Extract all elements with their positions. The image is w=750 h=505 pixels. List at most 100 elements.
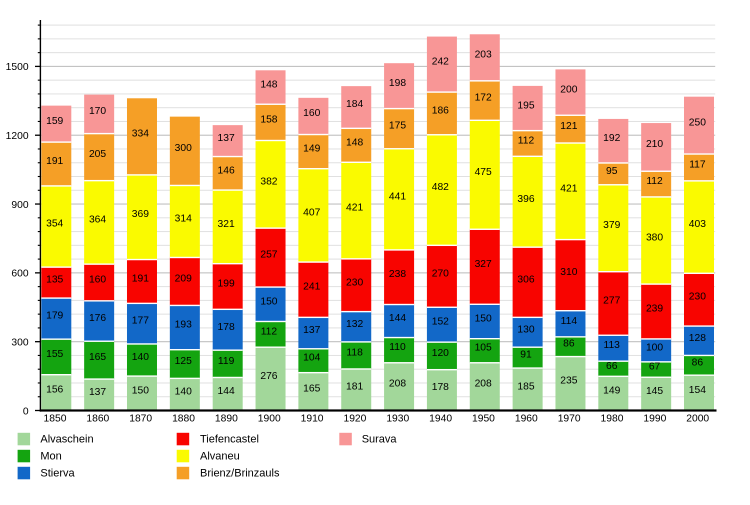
svg-text:205: 205 bbox=[89, 149, 106, 160]
svg-text:1990: 1990 bbox=[643, 413, 666, 424]
svg-text:156: 156 bbox=[46, 385, 63, 396]
svg-text:144: 144 bbox=[217, 386, 234, 397]
svg-text:300: 300 bbox=[11, 337, 28, 348]
svg-text:230: 230 bbox=[689, 292, 706, 303]
svg-text:140: 140 bbox=[132, 352, 149, 363]
svg-text:230: 230 bbox=[346, 277, 363, 288]
svg-text:208: 208 bbox=[389, 379, 406, 390]
svg-text:250: 250 bbox=[689, 117, 706, 128]
svg-text:276: 276 bbox=[260, 371, 277, 382]
svg-text:150: 150 bbox=[475, 313, 492, 324]
svg-text:155: 155 bbox=[46, 349, 63, 360]
svg-text:67: 67 bbox=[649, 362, 661, 373]
svg-text:1500: 1500 bbox=[6, 62, 29, 73]
svg-text:257: 257 bbox=[260, 250, 277, 261]
svg-text:600: 600 bbox=[11, 269, 28, 280]
svg-text:104: 104 bbox=[303, 353, 320, 364]
svg-text:1950: 1950 bbox=[472, 413, 495, 424]
svg-text:198: 198 bbox=[389, 78, 406, 89]
svg-text:132: 132 bbox=[346, 319, 363, 330]
svg-text:310: 310 bbox=[560, 267, 577, 278]
svg-text:239: 239 bbox=[646, 304, 663, 315]
svg-text:105: 105 bbox=[475, 343, 492, 354]
svg-text:112: 112 bbox=[646, 176, 663, 187]
svg-text:128: 128 bbox=[689, 333, 706, 344]
svg-text:380: 380 bbox=[646, 233, 663, 244]
svg-text:1980: 1980 bbox=[601, 413, 624, 424]
svg-text:235: 235 bbox=[560, 376, 577, 387]
svg-text:95: 95 bbox=[606, 166, 618, 177]
svg-text:119: 119 bbox=[218, 356, 235, 367]
svg-text:Mon: Mon bbox=[40, 451, 61, 463]
svg-text:146: 146 bbox=[217, 165, 234, 176]
svg-text:421: 421 bbox=[346, 203, 363, 214]
svg-text:Surava: Surava bbox=[362, 434, 398, 446]
svg-text:121: 121 bbox=[560, 121, 577, 132]
svg-text:137: 137 bbox=[89, 387, 106, 398]
svg-text:238: 238 bbox=[389, 269, 406, 280]
svg-text:66: 66 bbox=[606, 361, 618, 372]
svg-text:137: 137 bbox=[217, 133, 234, 144]
svg-text:1870: 1870 bbox=[129, 413, 152, 424]
svg-text:354: 354 bbox=[46, 219, 63, 230]
svg-text:208: 208 bbox=[475, 379, 492, 390]
svg-text:327: 327 bbox=[475, 259, 492, 270]
svg-text:140: 140 bbox=[175, 386, 192, 397]
svg-text:118: 118 bbox=[346, 347, 363, 358]
svg-text:177: 177 bbox=[132, 316, 149, 327]
svg-text:396: 396 bbox=[517, 194, 534, 205]
svg-text:110: 110 bbox=[389, 342, 406, 353]
svg-text:135: 135 bbox=[46, 275, 63, 286]
svg-text:160: 160 bbox=[89, 274, 106, 285]
svg-text:Brienz/Brinzauls: Brienz/Brinzauls bbox=[200, 468, 280, 480]
svg-text:1880: 1880 bbox=[172, 413, 195, 424]
svg-text:277: 277 bbox=[603, 295, 620, 306]
svg-text:178: 178 bbox=[217, 322, 234, 333]
svg-text:1860: 1860 bbox=[86, 413, 109, 424]
svg-text:421: 421 bbox=[560, 183, 577, 194]
svg-text:Tiefencastel: Tiefencastel bbox=[200, 434, 259, 446]
svg-text:165: 165 bbox=[303, 384, 320, 395]
svg-text:191: 191 bbox=[132, 273, 149, 284]
svg-text:1910: 1910 bbox=[301, 413, 324, 424]
svg-text:148: 148 bbox=[346, 137, 363, 148]
svg-text:112: 112 bbox=[518, 135, 535, 146]
svg-text:203: 203 bbox=[475, 50, 492, 61]
svg-text:200: 200 bbox=[560, 84, 577, 95]
svg-text:1970: 1970 bbox=[558, 413, 581, 424]
svg-text:120: 120 bbox=[432, 348, 449, 359]
svg-text:172: 172 bbox=[475, 93, 492, 104]
svg-text:192: 192 bbox=[603, 133, 620, 144]
svg-text:1850: 1850 bbox=[44, 413, 67, 424]
svg-text:125: 125 bbox=[175, 356, 192, 367]
svg-text:185: 185 bbox=[517, 381, 534, 392]
svg-text:150: 150 bbox=[260, 296, 277, 307]
svg-text:112: 112 bbox=[261, 326, 278, 337]
svg-text:1930: 1930 bbox=[386, 413, 409, 424]
svg-text:441: 441 bbox=[389, 191, 406, 202]
svg-text:145: 145 bbox=[646, 386, 663, 397]
svg-text:184: 184 bbox=[346, 99, 363, 110]
svg-text:170: 170 bbox=[89, 106, 106, 117]
svg-text:1890: 1890 bbox=[215, 413, 238, 424]
svg-text:158: 158 bbox=[260, 114, 277, 125]
svg-text:379: 379 bbox=[603, 220, 620, 231]
svg-text:Stierva: Stierva bbox=[40, 468, 75, 480]
svg-text:475: 475 bbox=[475, 167, 492, 178]
svg-text:382: 382 bbox=[260, 176, 277, 187]
svg-text:314: 314 bbox=[175, 213, 192, 224]
svg-text:179: 179 bbox=[46, 311, 63, 322]
svg-text:1940: 1940 bbox=[429, 413, 452, 424]
svg-text:300: 300 bbox=[175, 143, 192, 154]
svg-text:209: 209 bbox=[175, 273, 192, 284]
svg-text:137: 137 bbox=[303, 325, 320, 336]
svg-text:1920: 1920 bbox=[343, 413, 366, 424]
svg-text:191: 191 bbox=[46, 156, 63, 167]
svg-text:306: 306 bbox=[517, 274, 534, 285]
svg-text:482: 482 bbox=[432, 182, 449, 193]
svg-text:407: 407 bbox=[303, 207, 320, 218]
svg-text:154: 154 bbox=[689, 385, 706, 396]
svg-text:241: 241 bbox=[303, 282, 320, 293]
svg-text:1200: 1200 bbox=[6, 131, 29, 142]
svg-text:130: 130 bbox=[517, 324, 534, 335]
